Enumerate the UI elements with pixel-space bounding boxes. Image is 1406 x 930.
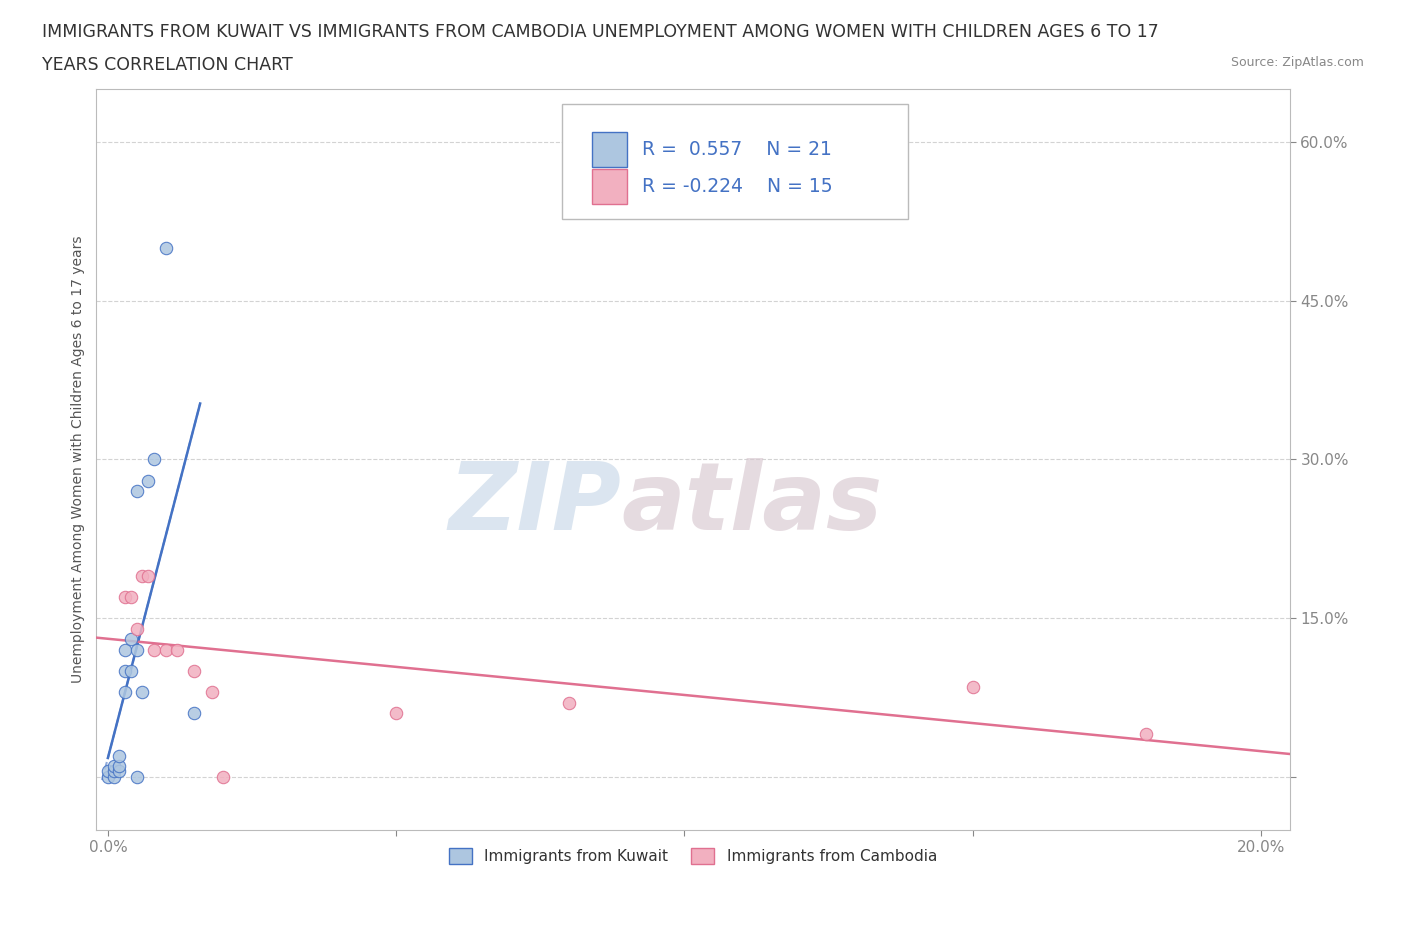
Legend: Immigrants from Kuwait, Immigrants from Cambodia: Immigrants from Kuwait, Immigrants from … bbox=[443, 842, 943, 870]
Point bbox=[103, 764, 125, 778]
Y-axis label: Unemployment Among Women with Children Ages 6 to 17 years: Unemployment Among Women with Children A… bbox=[72, 235, 86, 684]
Point bbox=[166, 643, 188, 658]
Point bbox=[97, 769, 120, 784]
Point bbox=[558, 696, 581, 711]
Point bbox=[212, 769, 235, 784]
Point bbox=[136, 568, 159, 583]
FancyBboxPatch shape bbox=[562, 104, 908, 219]
Point bbox=[103, 769, 125, 784]
Point bbox=[201, 684, 224, 699]
Text: YEARS CORRELATION CHART: YEARS CORRELATION CHART bbox=[42, 56, 292, 73]
Point bbox=[114, 663, 136, 678]
Point bbox=[1135, 727, 1157, 742]
Point bbox=[114, 643, 136, 658]
Point bbox=[962, 680, 984, 695]
Text: atlas: atlas bbox=[621, 458, 883, 550]
Point bbox=[131, 684, 153, 699]
FancyBboxPatch shape bbox=[592, 132, 627, 167]
Point bbox=[125, 484, 148, 498]
FancyBboxPatch shape bbox=[592, 168, 627, 205]
Point bbox=[120, 663, 142, 678]
Point bbox=[103, 759, 125, 774]
Text: IMMIGRANTS FROM KUWAIT VS IMMIGRANTS FROM CAMBODIA UNEMPLOYMENT AMONG WOMEN WITH: IMMIGRANTS FROM KUWAIT VS IMMIGRANTS FRO… bbox=[42, 23, 1159, 41]
Point bbox=[183, 706, 205, 721]
Point bbox=[125, 769, 148, 784]
Text: Source: ZipAtlas.com: Source: ZipAtlas.com bbox=[1230, 56, 1364, 69]
Text: R = -0.224    N = 15: R = -0.224 N = 15 bbox=[641, 177, 832, 196]
Point bbox=[108, 759, 131, 774]
Point bbox=[108, 764, 131, 778]
Point bbox=[108, 748, 131, 763]
Text: ZIP: ZIP bbox=[449, 458, 621, 550]
Point bbox=[125, 643, 148, 658]
Point bbox=[120, 631, 142, 646]
Point bbox=[97, 764, 120, 778]
Point bbox=[183, 663, 205, 678]
Point bbox=[131, 568, 153, 583]
Point bbox=[385, 706, 408, 721]
Point bbox=[114, 684, 136, 699]
Point bbox=[143, 452, 166, 467]
Text: R =  0.557    N = 21: R = 0.557 N = 21 bbox=[641, 140, 832, 159]
Point bbox=[136, 473, 159, 488]
Point bbox=[125, 621, 148, 636]
Point bbox=[114, 590, 136, 604]
Point bbox=[155, 241, 177, 256]
Point bbox=[155, 643, 177, 658]
Point bbox=[143, 643, 166, 658]
Point bbox=[120, 590, 142, 604]
